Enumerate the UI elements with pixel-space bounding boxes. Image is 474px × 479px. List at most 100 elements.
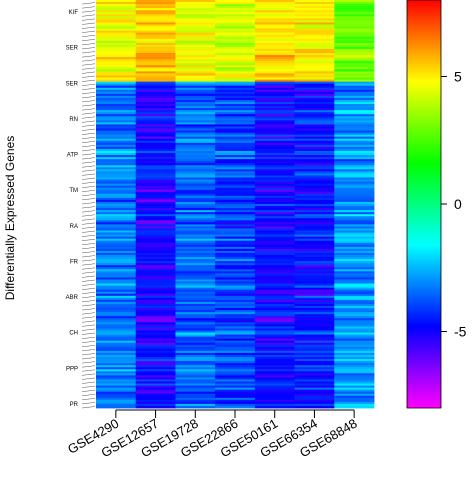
heatmap-cell: [215, 206, 256, 209]
heatmap-cell: [175, 44, 216, 48]
heatmap-cell: [135, 340, 176, 344]
heatmap-cell: [175, 371, 216, 374]
heatmap-cell: [254, 71, 295, 74]
heatmap-cell: [135, 38, 176, 42]
heatmap-cell: [334, 120, 375, 123]
heatmap-cell: [175, 83, 216, 87]
heatmap-cell: [334, 142, 375, 146]
gene-tick: [81, 336, 96, 339]
heatmap-cell: [334, 218, 375, 221]
heatmap-cell: [294, 269, 335, 272]
heatmap-cell: [254, 261, 295, 264]
heatmap-cell: [96, 0, 137, 3]
heatmap-cell: [334, 173, 375, 176]
heatmap-cell: [96, 365, 137, 368]
heatmap-cell: [254, 328, 295, 331]
heatmap-cell: [294, 146, 335, 150]
heatmap-cell: [96, 110, 137, 113]
heatmap-cell: [175, 314, 216, 317]
heatmap-cell: [96, 281, 137, 284]
heatmap-cell: [175, 357, 216, 360]
gene-tick: [81, 161, 96, 164]
heatmap-cell: [175, 12, 216, 15]
heatmap-cell: [254, 199, 295, 203]
heatmap-cell: [215, 102, 256, 105]
heatmap-cell: [334, 171, 375, 174]
heatmap-cell: [96, 350, 137, 354]
heatmap-cell: [294, 67, 335, 70]
heatmap-cell: [96, 359, 137, 362]
heatmap-cell: [175, 126, 216, 129]
heatmap-cell: [96, 250, 137, 254]
heatmap-cell: [254, 36, 295, 40]
heatmap-cell: [96, 330, 137, 333]
heatmap-cell: [135, 89, 176, 93]
heatmap-cell: [215, 361, 256, 364]
heatmap-cell: [254, 269, 295, 272]
heatmap-cell: [135, 318, 176, 321]
heatmap-cell: [96, 246, 137, 250]
heatmap-cell: [175, 55, 216, 58]
heatmap-cell: [334, 73, 375, 76]
heatmap-cell: [96, 344, 137, 348]
heatmap-cell: [135, 4, 176, 7]
gene-tick: [81, 108, 96, 111]
heatmap-cell: [294, 389, 335, 393]
heatmap-cell: [215, 77, 256, 80]
heatmap-cell: [334, 299, 375, 303]
heatmap-cell: [294, 185, 335, 189]
heatmap-cell: [96, 375, 137, 378]
heatmap-cell: [334, 350, 375, 354]
heatmap-cell: [294, 36, 335, 40]
heatmap-cell: [294, 195, 335, 199]
heatmap-cell: [294, 310, 335, 313]
heatmap-cell: [96, 336, 137, 340]
heatmap-cell: [175, 132, 216, 136]
heatmap-cell: [215, 383, 256, 386]
heatmap-cell: [135, 26, 176, 29]
heatmap-cell: [294, 385, 335, 388]
heatmap-cell: [96, 312, 137, 315]
heatmap-cell: [135, 120, 176, 123]
heatmap-cell: [96, 69, 137, 72]
heatmap-cell: [175, 130, 216, 133]
heatmap-cell: [294, 395, 335, 399]
heatmap-cell: [215, 155, 256, 158]
heatmap-cell: [175, 381, 216, 384]
heatmap-cell: [175, 234, 216, 238]
heatmap-cell: [334, 153, 375, 156]
heatmap-cell: [96, 155, 137, 158]
heatmap-cell: [175, 389, 216, 393]
heatmap-cell: [175, 124, 216, 127]
heatmap-cell: [215, 242, 256, 246]
heatmap-cell: [254, 354, 295, 358]
heatmap-cell: [96, 199, 137, 203]
heatmap-cell: [215, 20, 256, 23]
heatmap-cell: [334, 128, 375, 131]
heatmap-cell: [294, 159, 335, 162]
heatmap-cell: [215, 405, 256, 409]
heatmap-cell: [135, 210, 176, 213]
heatmap-cell: [175, 177, 216, 180]
heatmap-cell: [294, 69, 335, 72]
heatmap-cell: [215, 128, 256, 131]
heatmap-cell: [215, 336, 256, 340]
heatmap-cell: [96, 20, 137, 23]
heatmap-cell: [215, 91, 256, 95]
heatmap-cell: [215, 44, 256, 48]
heatmap-cell: [96, 363, 137, 366]
heatmap-cell: [215, 218, 256, 221]
heatmap-cell: [254, 397, 295, 401]
heatmap-cell: [175, 226, 216, 229]
heatmap-cell: [294, 0, 335, 3]
heatmap-cell: [254, 357, 295, 360]
heatmap-cell: [215, 18, 256, 21]
heatmap-cell: [175, 183, 216, 187]
heatmap-cell: [294, 34, 335, 38]
heatmap-cell: [294, 208, 335, 211]
heatmap-cell: [215, 401, 256, 405]
heatmap-cell: [334, 252, 375, 256]
heatmap-cell: [135, 12, 176, 15]
heatmap-cell: [254, 150, 295, 154]
heatmap-cell: [215, 342, 256, 346]
